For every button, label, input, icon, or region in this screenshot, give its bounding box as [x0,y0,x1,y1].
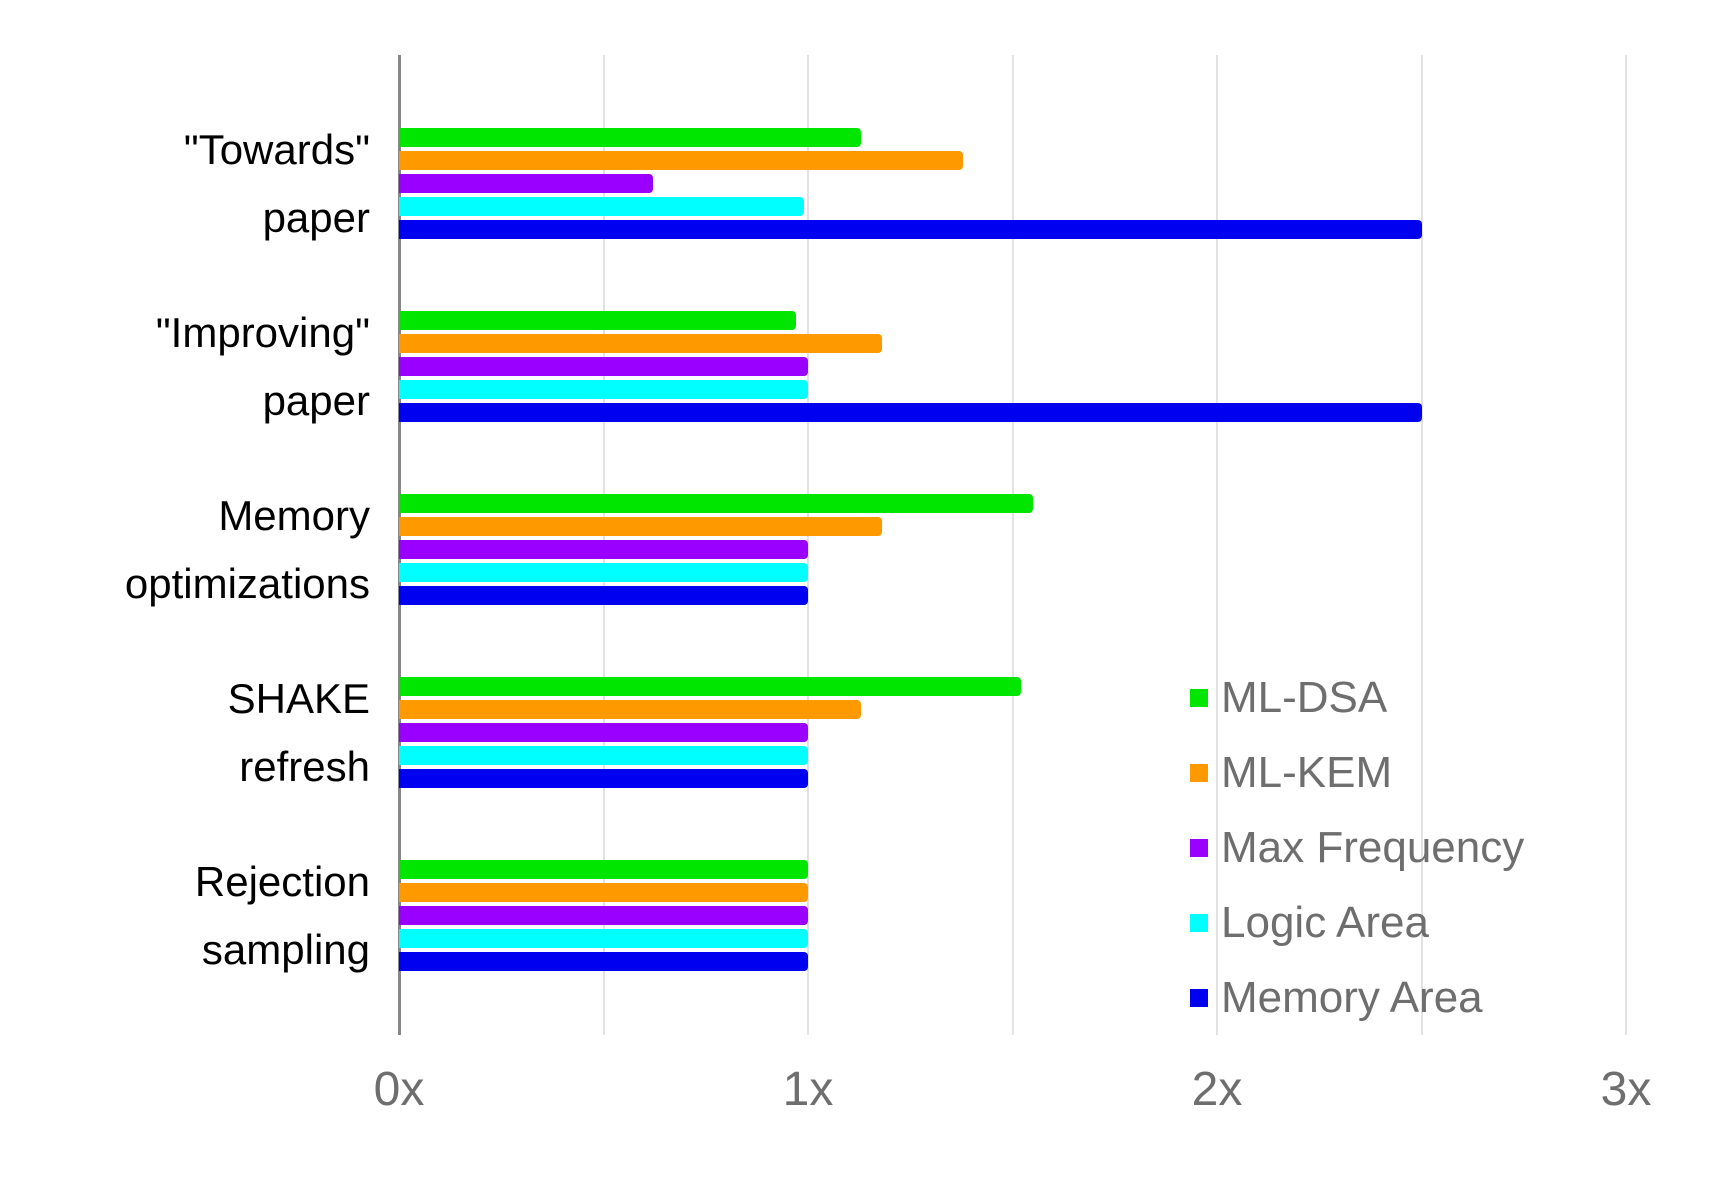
bar-ml-kem-cat0 [399,151,963,170]
bar-memory-area-cat3 [399,769,808,788]
category-label-0: "Towards" paper [183,125,370,241]
legend-swatch-icon [1190,764,1208,782]
gridline-2.5x [1420,55,1423,1035]
legend-label: Max Frequency [1221,823,1525,872]
legend-label: Logic Area [1221,898,1429,947]
legend-swatch-icon [1190,989,1208,1007]
bar-max-frequency-cat2 [399,540,808,559]
bar-logic-area-cat1 [399,380,808,399]
category-label-2: Memory optimizations [124,491,370,607]
bar-ml-kem-cat4 [399,883,808,902]
legend-label: ML-DSA [1221,673,1388,722]
bar-max-frequency-cat1 [399,357,808,376]
gridline-2x [1216,55,1218,1035]
bar-logic-area-cat2 [399,563,808,582]
bar-ml-dsa-cat0 [399,128,861,147]
legend-item-ml-kem: ML-KEM [1190,745,1392,801]
gridline-1.5x [1011,55,1014,1035]
category-label-1: "Improving" paper [155,308,370,424]
legend-item-ml-dsa: ML-DSA [1190,670,1387,726]
bar-max-frequency-cat3 [399,723,808,742]
bar-memory-area-cat4 [399,952,808,971]
legend-swatch-icon [1190,839,1208,857]
legend-swatch-icon [1190,914,1208,932]
legend-swatch-icon [1190,689,1208,707]
bar-ml-dsa-cat4 [399,860,808,879]
bar-logic-area-cat0 [399,197,804,216]
legend-label: ML-KEM [1221,748,1393,797]
bar-logic-area-cat4 [399,929,808,948]
category-label-4: Rejection sampling [194,857,370,973]
gridline-3x [1625,55,1627,1035]
bar-memory-area-cat2 [399,586,808,605]
bar-ml-dsa-cat3 [399,677,1021,696]
x-tick-label-1x: 1x [782,1063,834,1116]
bar-ml-kem-cat3 [399,700,861,719]
bar-logic-area-cat3 [399,746,808,765]
legend-item-memory-area: Memory Area [1190,970,1483,1026]
bar-max-frequency-cat0 [399,174,653,193]
x-tick-label-0x: 0x [373,1063,425,1116]
bar-max-frequency-cat4 [399,906,808,925]
gridline-1x [807,55,809,1035]
bar-memory-area-cat0 [399,220,1422,239]
bar-ml-dsa-cat1 [399,311,796,330]
legend-item-logic-area: Logic Area [1190,895,1429,951]
legend-label: Memory Area [1221,973,1483,1022]
x-tick-label-2x: 2x [1191,1063,1243,1116]
bar-ml-kem-cat1 [399,334,882,353]
bar-ml-dsa-cat2 [399,494,1033,513]
bar-memory-area-cat1 [399,403,1422,422]
x-tick-label-3x: 3x [1600,1063,1652,1116]
category-label-3: SHAKE refresh [227,674,370,790]
bar-ml-kem-cat2 [399,517,882,536]
legend-item-max-frequency: Max Frequency [1190,820,1524,876]
